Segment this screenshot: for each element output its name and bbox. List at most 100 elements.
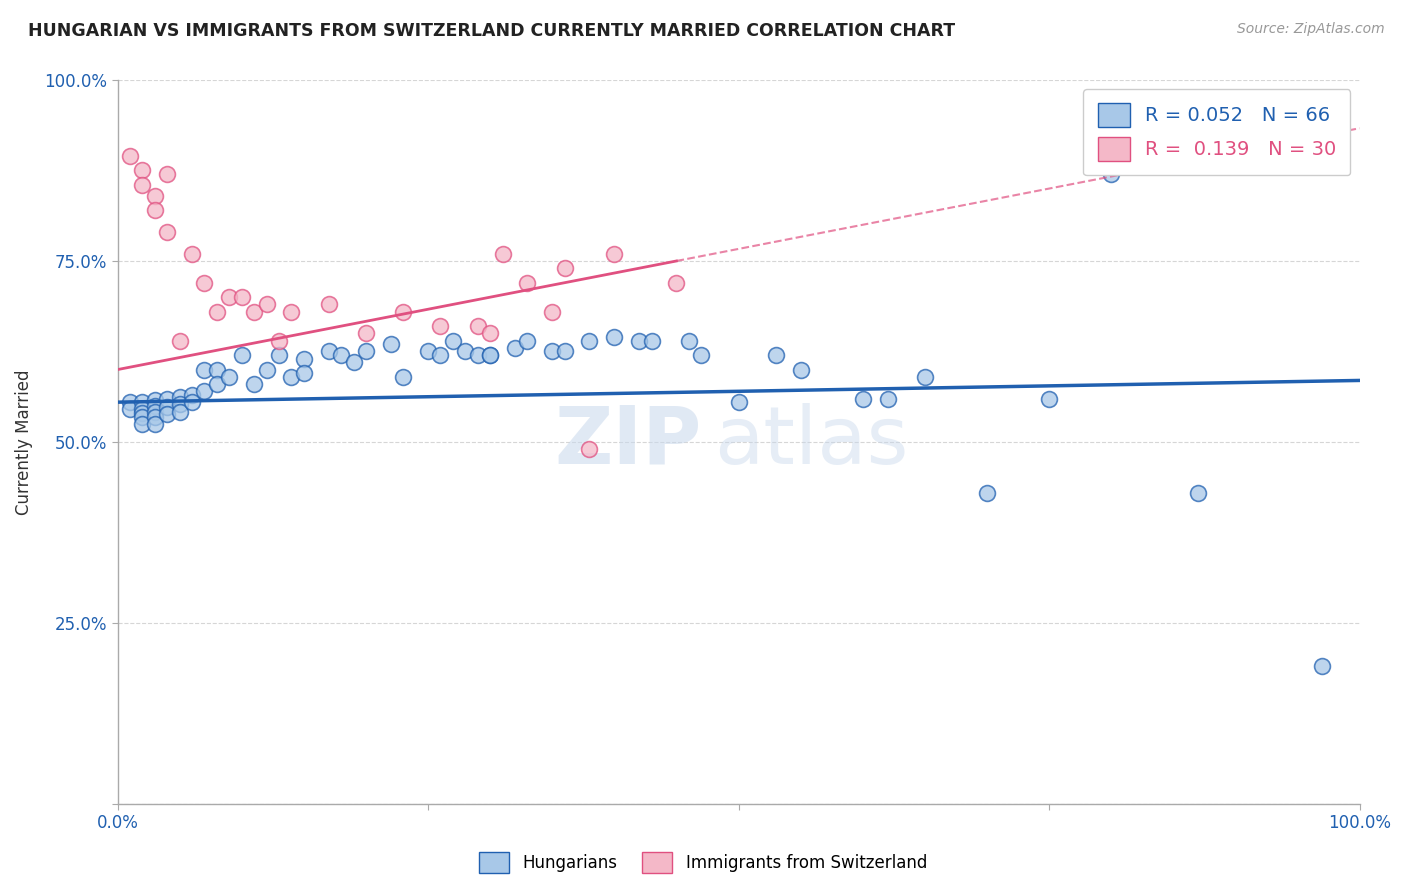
Point	[441, 334, 464, 348]
Point	[143, 203, 166, 218]
Point	[665, 276, 688, 290]
Point	[541, 344, 564, 359]
Point	[342, 355, 364, 369]
Point	[354, 326, 377, 341]
Point	[976, 485, 998, 500]
Point	[156, 225, 179, 239]
Point	[118, 149, 141, 163]
Point	[156, 167, 179, 181]
Point	[1038, 392, 1060, 406]
Point	[603, 246, 626, 260]
Point	[603, 330, 626, 344]
Point	[205, 362, 228, 376]
Text: Source: ZipAtlas.com: Source: ZipAtlas.com	[1237, 22, 1385, 37]
Point	[243, 377, 266, 392]
Point	[416, 344, 439, 359]
Point	[852, 392, 875, 406]
Point	[429, 319, 451, 334]
Point	[218, 290, 240, 304]
Point	[131, 178, 153, 192]
Point	[231, 290, 253, 304]
Point	[1310, 659, 1333, 673]
Point	[256, 362, 278, 376]
Point	[131, 409, 153, 424]
Point	[169, 390, 191, 404]
Point	[628, 334, 651, 348]
Point	[554, 344, 576, 359]
Point	[690, 348, 713, 362]
Text: ZIP: ZIP	[554, 403, 702, 481]
Point	[131, 402, 153, 417]
Point	[205, 377, 228, 392]
Point	[118, 395, 141, 409]
Point	[143, 392, 166, 407]
Point	[491, 246, 513, 260]
Point	[1187, 485, 1209, 500]
Point	[231, 348, 253, 362]
Point	[789, 362, 811, 376]
Point	[454, 344, 477, 359]
Point	[578, 334, 600, 348]
Point	[479, 326, 502, 341]
Point	[541, 304, 564, 318]
Point	[765, 348, 787, 362]
Point	[181, 388, 204, 402]
Point	[292, 351, 315, 366]
Point	[467, 319, 489, 334]
Y-axis label: Currently Married: Currently Married	[15, 369, 32, 515]
Point	[554, 261, 576, 276]
Point	[640, 334, 662, 348]
Point	[280, 369, 302, 384]
Point	[118, 402, 141, 417]
Point	[876, 392, 898, 406]
Point	[131, 395, 153, 409]
Point	[143, 409, 166, 424]
Point	[479, 348, 502, 362]
Point	[143, 399, 166, 413]
Point	[193, 384, 215, 399]
Point	[193, 276, 215, 290]
Point	[218, 369, 240, 384]
Point	[280, 304, 302, 318]
Point	[392, 369, 415, 384]
Point	[516, 276, 538, 290]
Point	[678, 334, 700, 348]
Point	[292, 366, 315, 380]
Point	[727, 395, 749, 409]
Point	[156, 408, 179, 422]
Point	[131, 417, 153, 431]
Point	[429, 348, 451, 362]
Point	[392, 304, 415, 318]
Point	[354, 344, 377, 359]
Point	[181, 246, 204, 260]
Point	[243, 304, 266, 318]
Point	[914, 369, 936, 384]
Point	[318, 297, 340, 311]
Point	[330, 348, 353, 362]
Point	[267, 334, 290, 348]
Point	[169, 334, 191, 348]
Point	[578, 442, 600, 457]
Point	[169, 404, 191, 418]
Point	[193, 362, 215, 376]
Point	[205, 304, 228, 318]
Legend: Hungarians, Immigrants from Switzerland: Hungarians, Immigrants from Switzerland	[472, 846, 934, 880]
Point	[516, 334, 538, 348]
Point	[267, 348, 290, 362]
Text: HUNGARIAN VS IMMIGRANTS FROM SWITZERLAND CURRENTLY MARRIED CORRELATION CHART: HUNGARIAN VS IMMIGRANTS FROM SWITZERLAND…	[28, 22, 955, 40]
Point	[131, 163, 153, 178]
Point	[131, 406, 153, 420]
Legend: R = 0.052   N = 66, R =  0.139   N = 30: R = 0.052 N = 66, R = 0.139 N = 30	[1084, 89, 1351, 175]
Point	[169, 397, 191, 411]
Point	[380, 337, 402, 351]
Point	[479, 348, 502, 362]
Point	[156, 401, 179, 415]
Point	[318, 344, 340, 359]
Text: atlas: atlas	[714, 403, 908, 481]
Point	[156, 392, 179, 406]
Point	[143, 404, 166, 418]
Point	[181, 395, 204, 409]
Point	[1099, 167, 1122, 181]
Point	[143, 189, 166, 203]
Point	[467, 348, 489, 362]
